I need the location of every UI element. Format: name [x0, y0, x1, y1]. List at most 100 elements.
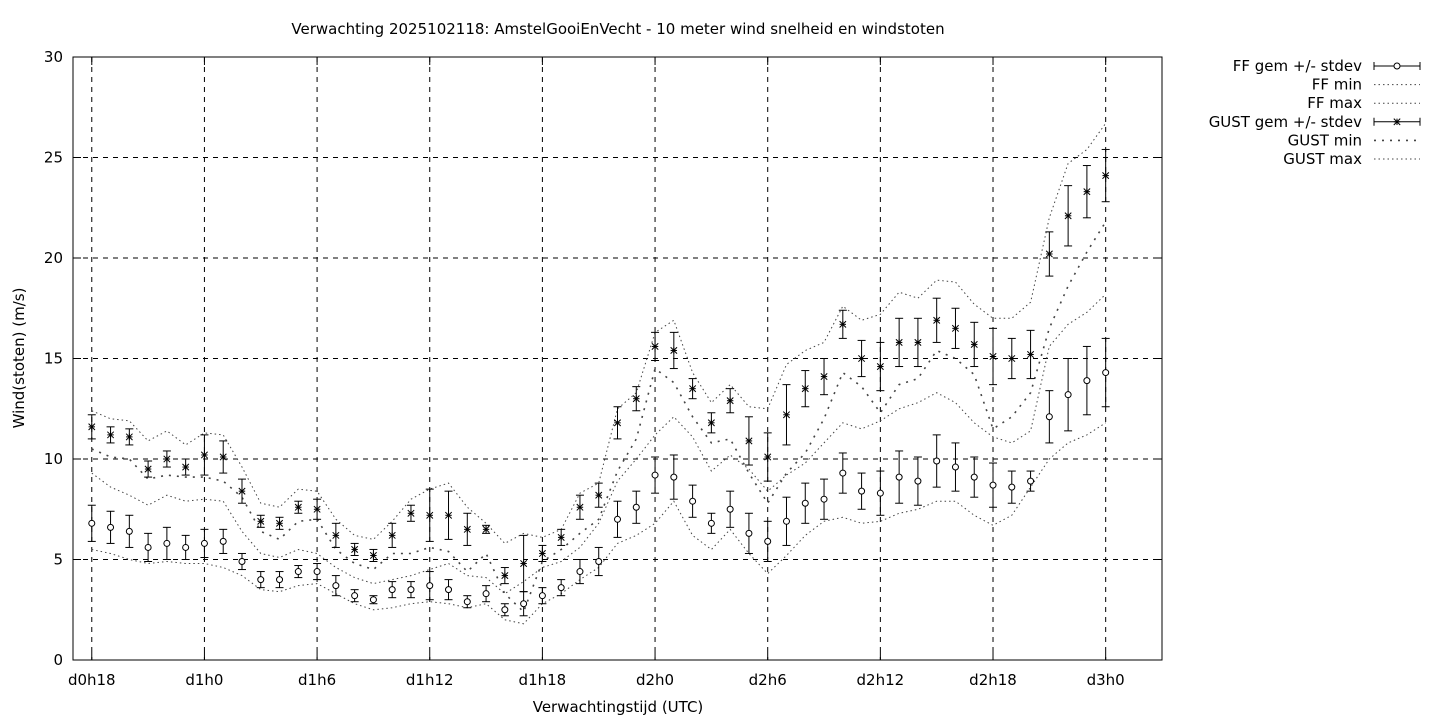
gust-mean-point: [106, 431, 115, 439]
gust-mean-point: [745, 437, 753, 445]
legend-label: GUST gem +/- stdev: [1209, 113, 1362, 131]
gust-mean-point: [613, 419, 622, 427]
gust-mean-point: [782, 411, 791, 419]
gust-mean-point: [951, 324, 960, 332]
gust-mean-point: [1083, 188, 1091, 196]
gust-mean-point: [182, 463, 190, 471]
y-axis-ticks: 0 5 10 15 20 25 30: [44, 48, 1162, 669]
ff-mean-point: [294, 568, 302, 576]
ff-mean-point: [257, 576, 265, 584]
data-markers: [88, 172, 1110, 614]
ff-mean-point: [839, 469, 847, 477]
x-tick-label: d1h12: [406, 671, 454, 689]
grid-lines: [73, 57, 1162, 660]
y-tick-label: 10: [44, 450, 63, 468]
gust-mean-point: [1064, 212, 1072, 220]
ff-mean-point: [614, 515, 621, 523]
x-axis-ticks: d0h18 d1h0 d1h6 d1h12 d1h18 d2h0 d2h6 d2h12 d2h1…: [68, 57, 1125, 689]
x-tick-label: d2h12: [857, 671, 905, 689]
gust-mean-point: [463, 525, 471, 533]
x-tick-label: d1h0: [185, 671, 223, 689]
ff-mean-point: [820, 495, 828, 503]
ff-mean-point: [726, 505, 734, 513]
ff-mean-point: [388, 586, 396, 594]
ff-mean-point: [764, 537, 772, 545]
gust-mean-point: [482, 525, 490, 533]
gust-mean-point: [726, 397, 734, 405]
ff-mean-point: [632, 503, 640, 511]
ff-mean-point: [313, 568, 321, 576]
ff-mean-point: [501, 606, 509, 614]
x-tick-label: d1h6: [298, 671, 336, 689]
ff-mean-point: [576, 568, 584, 576]
legend-label: FF max: [1307, 94, 1362, 112]
legend-swatch-marker: [1393, 62, 1401, 70]
ff-mean-point: [200, 539, 208, 547]
ff-mean-point: [219, 537, 227, 545]
gust-mean-point: [858, 354, 866, 363]
gust-mean-point: [707, 419, 715, 427]
gust-mean-point: [313, 505, 321, 513]
ff-mean-point: [1008, 483, 1016, 491]
gust-mean-point: [125, 433, 133, 441]
gust-mean-point: [1008, 354, 1016, 363]
gust-mean-point: [670, 346, 678, 355]
gust-mean-point: [595, 491, 603, 499]
legend-label: FF min: [1312, 76, 1362, 94]
ff-mean-point: [707, 519, 715, 527]
ff-mean-point: [782, 517, 790, 525]
ff-mean-point: [858, 487, 866, 495]
gust-mean-point: [801, 385, 809, 393]
x-tick-label: d1h18: [519, 671, 567, 689]
ff-mean-point: [182, 543, 190, 551]
gust-mean-point: [88, 423, 96, 431]
ff-mean-point: [951, 463, 959, 471]
ff-mean-point: [933, 457, 941, 465]
plot-border: [72, 56, 1163, 661]
gust-mean-point: [238, 487, 246, 495]
ff-mean-point: [538, 592, 546, 600]
gust-mean-point: [576, 503, 584, 511]
ff-mean-point: [970, 473, 978, 481]
series-line-gust-max: [91, 123, 1107, 545]
gust-mean-point: [407, 509, 415, 517]
ff-mean-point: [801, 499, 809, 507]
gust-mean-point: [632, 395, 640, 403]
legend-label: GUST min: [1288, 131, 1362, 149]
gust-mean-point: [257, 517, 265, 525]
ff-mean-point: [1102, 369, 1110, 377]
gust-mean-point: [557, 533, 565, 541]
ff-mean-point: [1064, 391, 1072, 399]
legend-label: GUST max: [1283, 150, 1362, 168]
ff-mean-point: [163, 539, 171, 547]
ff-mean-point: [989, 481, 997, 489]
gust-mean-point: [764, 453, 772, 461]
gust-mean-point: [970, 340, 978, 348]
gust-mean-point: [275, 519, 284, 527]
ff-mean-point: [351, 592, 359, 600]
gust-mean-point: [989, 352, 997, 361]
gust-mean-point: [426, 511, 434, 519]
gust-mean-point: [820, 373, 828, 381]
gust-mean-point: [163, 455, 171, 463]
x-tick-label: d2h18: [969, 671, 1017, 689]
ff-mean-point: [407, 586, 415, 594]
gust-mean-point: [200, 451, 208, 459]
gust-mean-point: [876, 362, 884, 371]
gust-mean-point: [1027, 350, 1035, 359]
ff-mean-point: [144, 543, 152, 551]
ff-mean-point: [426, 582, 434, 590]
x-tick-label: d3h0: [1087, 671, 1125, 689]
ff-mean-point: [689, 497, 697, 505]
gust-mean-point: [933, 316, 941, 324]
ff-mean-point: [1083, 377, 1091, 385]
ff-mean-point: [238, 558, 246, 566]
ff-mean-point: [1027, 477, 1035, 485]
ff-mean-point: [463, 598, 471, 606]
ff-mean-point: [88, 519, 96, 527]
gust-mean-point: [520, 559, 528, 568]
gust-mean-point: [651, 342, 659, 350]
ff-mean-point: [895, 473, 903, 481]
